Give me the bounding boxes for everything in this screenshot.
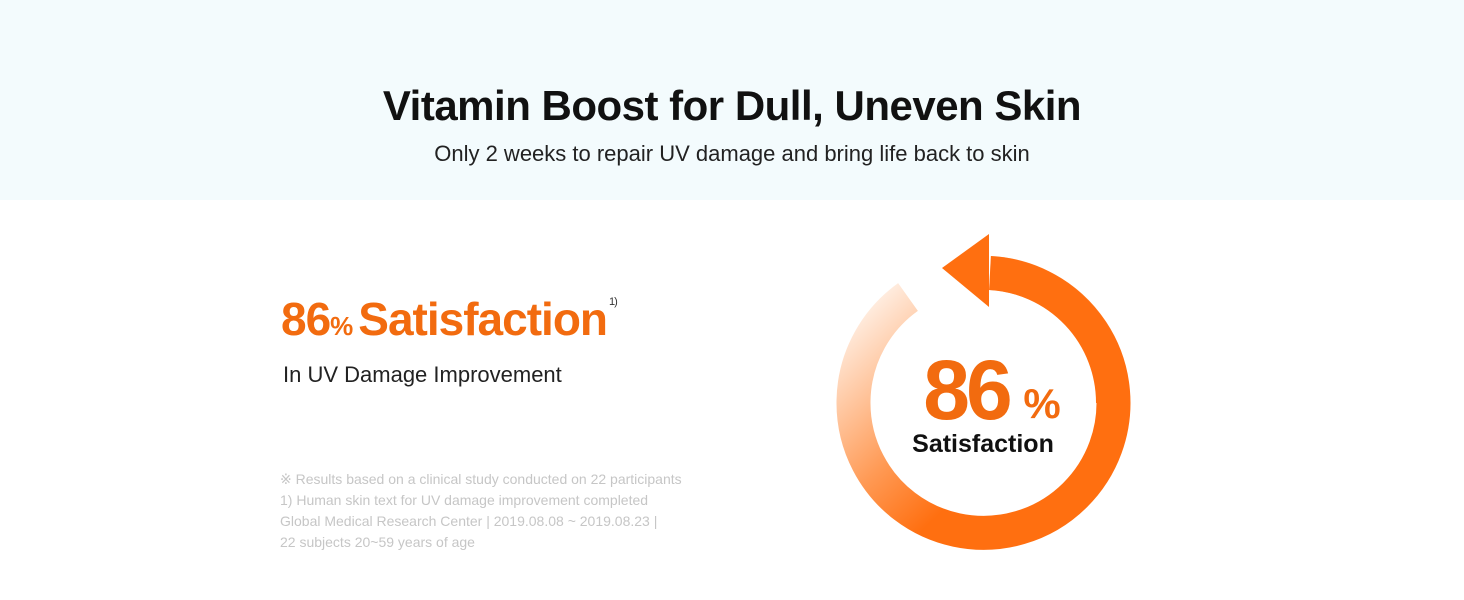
- note: 1) Human skin text for UV damage improve…: [280, 492, 649, 508]
- stat-unit: %: [330, 311, 353, 341]
- note: ※ Results based on a clinical study cond…: [280, 471, 682, 487]
- badge-unit: %: [1023, 380, 1060, 427]
- footnote-ref: 1): [609, 296, 618, 308]
- stat-label: Satisfaction: [358, 293, 608, 345]
- note: 22 subjects 20~59 years of age: [280, 534, 475, 550]
- stat-value: 86: [281, 293, 331, 345]
- title: Vitamin Boost for Dull, Uneven Skin: [382, 82, 1082, 129]
- stat-description: In UV Damage Improvement: [283, 362, 562, 387]
- header-band: [0, 0, 1464, 200]
- ring-head: [988, 256, 1131, 404]
- subtitle: Only 2 weeks to repair UV damage and bri…: [434, 141, 1030, 166]
- badge-label: Satisfaction: [912, 430, 1054, 458]
- arrow-head: [942, 234, 989, 307]
- notes: ※ Results based on a clinical study cond…: [280, 469, 682, 553]
- note: Global Medical Research Center | 2019.08…: [280, 513, 658, 529]
- badge-value: 86: [923, 343, 1010, 437]
- stat-headline: 86% Satisfaction 1): [281, 292, 618, 346]
